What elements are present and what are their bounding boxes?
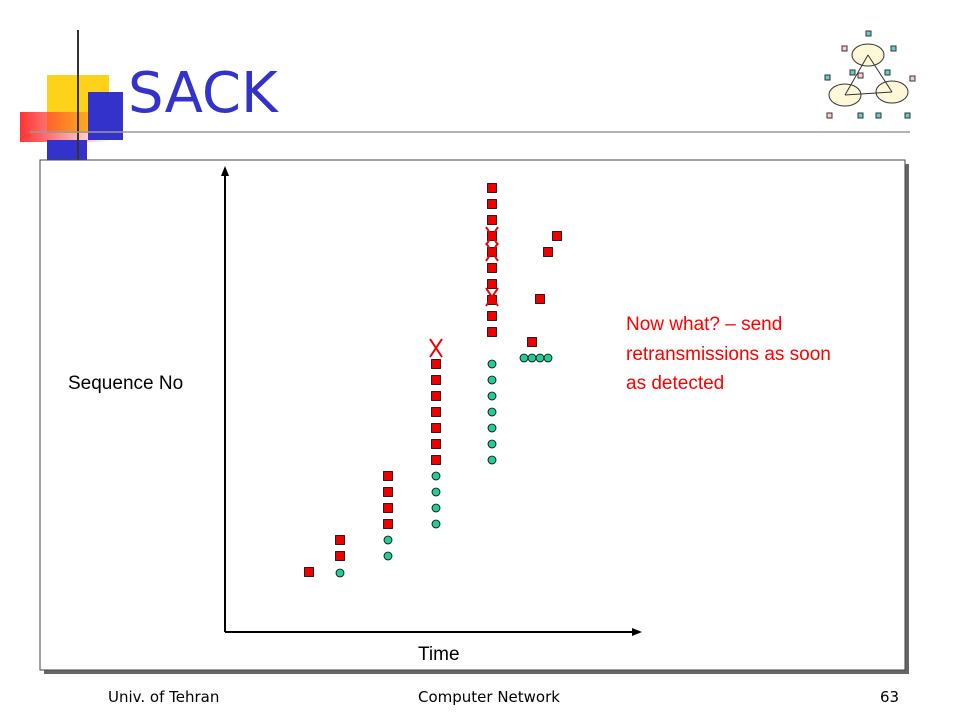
packet xyxy=(552,231,562,241)
packet xyxy=(383,471,393,481)
ack xyxy=(335,568,345,578)
ack xyxy=(487,359,497,369)
packet xyxy=(335,535,345,545)
ack xyxy=(519,353,529,363)
packet xyxy=(487,183,497,193)
packet xyxy=(487,279,497,289)
packet xyxy=(431,455,441,465)
title: SACK xyxy=(128,61,279,126)
footer-left: Univ. of Tehran xyxy=(108,688,219,706)
packet xyxy=(431,391,441,401)
packet xyxy=(383,487,393,497)
y-axis-label: Sequence No xyxy=(68,373,183,394)
note: Now what? – send retransmissions as soon… xyxy=(626,314,831,394)
ack xyxy=(535,353,545,363)
note-line: retransmissions as soon xyxy=(626,344,831,365)
packet xyxy=(383,519,393,529)
y-arrow xyxy=(221,166,229,176)
packet xyxy=(431,375,441,385)
packet xyxy=(431,423,441,433)
packet xyxy=(431,439,441,449)
packet xyxy=(487,311,497,321)
packet xyxy=(543,247,553,257)
packet xyxy=(535,294,545,304)
ack xyxy=(487,439,497,449)
loss-mark xyxy=(429,338,443,358)
x-arrow xyxy=(632,628,642,636)
network-icon xyxy=(824,30,916,119)
packet xyxy=(431,359,441,369)
decor-blue xyxy=(88,92,123,140)
loss-mark xyxy=(485,287,499,307)
x-axis-label: Time xyxy=(418,644,460,665)
ack xyxy=(431,519,441,529)
frame xyxy=(39,159,906,671)
ack xyxy=(431,503,441,513)
ack xyxy=(431,471,441,481)
packet xyxy=(487,199,497,209)
ack xyxy=(383,535,393,545)
decor-blue2 xyxy=(47,140,87,160)
packet xyxy=(304,567,314,577)
note-line: Now what? – send xyxy=(626,314,782,335)
packet xyxy=(527,337,537,347)
ack xyxy=(487,375,497,385)
footer-center: Computer Network xyxy=(418,688,560,706)
packet xyxy=(431,407,441,417)
ack xyxy=(487,455,497,465)
packet xyxy=(383,503,393,513)
ack xyxy=(487,423,497,433)
loss-mark xyxy=(485,226,499,246)
packets xyxy=(304,183,562,578)
ack xyxy=(527,353,537,363)
ack xyxy=(543,353,553,363)
ack xyxy=(383,551,393,561)
packet xyxy=(335,551,345,561)
ack xyxy=(487,391,497,401)
packet xyxy=(487,327,497,337)
loss-mark xyxy=(485,242,499,262)
packet xyxy=(487,263,497,273)
ack xyxy=(487,407,497,417)
footer-right: 63 xyxy=(880,688,899,706)
note-line: as detected xyxy=(626,373,724,394)
packet xyxy=(487,215,497,225)
ack xyxy=(431,487,441,497)
